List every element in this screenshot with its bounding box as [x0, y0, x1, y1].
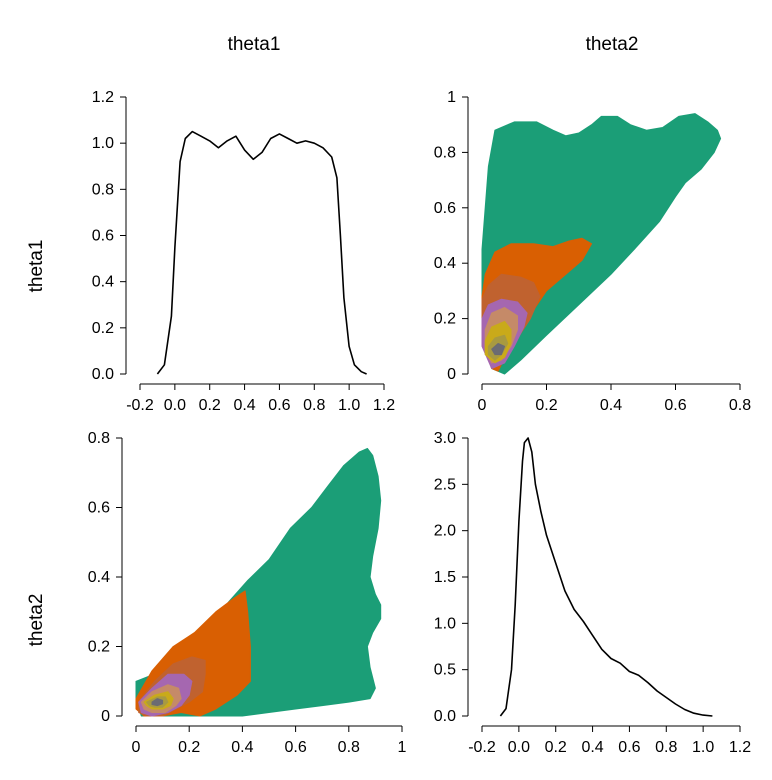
- row-title-theta2: theta2: [26, 594, 47, 647]
- x-tick-label: 0.6: [284, 739, 306, 756]
- x-tick-label: 1: [398, 739, 407, 756]
- y-tick-label: 0.2: [434, 311, 456, 328]
- y-tick-label: 0.0: [92, 366, 114, 383]
- y-tick-label: 0: [101, 708, 110, 725]
- y-tick-label: 2.0: [434, 523, 456, 540]
- row-title-theta1: theta1: [26, 240, 47, 293]
- x-tick-label: 0.4: [581, 739, 603, 756]
- density-curve: [499, 437, 713, 717]
- y-tick-label: 0.6: [88, 500, 110, 517]
- x-tick-label: 0.8: [303, 397, 325, 414]
- y-tick-label: 0.0: [434, 708, 456, 725]
- contour-level-8: [491, 343, 506, 356]
- x-tick-label: -0.2: [126, 397, 154, 414]
- y-tick-label: 0.8: [88, 430, 110, 447]
- x-tick-label: 0: [132, 739, 141, 756]
- x-tick-label: 0.8: [655, 739, 677, 756]
- x-tick-label: 0.2: [178, 739, 200, 756]
- y-tick-label: 0.4: [434, 255, 456, 272]
- y-tick-label: 0.6: [434, 200, 456, 217]
- x-tick-label: 0.8: [338, 739, 360, 756]
- x-tick-label: 0.6: [618, 739, 640, 756]
- x-tick-label: 0: [478, 397, 487, 414]
- theta1-vs-theta2-contour-panel: 0 0.2 0.4 0.6 0.8 1 0 0.2 0.4 0.6 0.8: [88, 430, 407, 756]
- y-tick-label: 1.0: [434, 615, 456, 632]
- y-tick-label: 1: [447, 89, 456, 106]
- y-tick-label: 0.4: [88, 569, 110, 586]
- theta2-density-panel: -0.2 0.0 0.2 0.4 0.6 0.8 1.0 1.2 0.0 0.5 1.0 1.5 2.0…: [434, 430, 751, 756]
- theta2-vs-theta1-contour-panel: 0 0.2 0.4 0.6 0.8 0 0.2 0.4 0.6 0.8 1: [434, 89, 751, 414]
- y-tick-label: 0.2: [92, 320, 114, 337]
- y-tick-label: 0.8: [92, 181, 114, 198]
- contour-level-1: [481, 113, 722, 375]
- x-tick-label: 0.2: [545, 739, 567, 756]
- y-tick-label: 1.0: [92, 135, 114, 152]
- y-tick-label: 2.5: [434, 476, 456, 493]
- y-tick-label: 0.4: [92, 274, 114, 291]
- x-tick-label: 0.0: [508, 739, 530, 756]
- x-tick-label: 0.2: [199, 397, 221, 414]
- y-tick-label: 0: [447, 366, 456, 383]
- x-tick-label: 0.6: [664, 397, 686, 414]
- x-tick-label: -0.2: [468, 739, 496, 756]
- x-tick-label: 0.4: [231, 739, 253, 756]
- column-title-theta1: theta1: [228, 34, 281, 55]
- x-tick-label: 1.2: [729, 739, 751, 756]
- theta1-density-panel: -0.2 0.0 0.2 0.4 0.6 0.8 1.0 1.2 0.0 0.2 0.4 0.6 0.8…: [92, 89, 395, 414]
- x-tick-label: 1.0: [692, 739, 714, 756]
- x-tick-label: 0.4: [600, 397, 622, 414]
- x-tick-label: 1.0: [338, 397, 360, 414]
- x-tick-label: 0.4: [233, 397, 255, 414]
- y-tick-label: 1.2: [92, 89, 114, 106]
- x-tick-label: 0.8: [729, 397, 751, 414]
- y-tick-label: 0.8: [434, 144, 456, 161]
- x-tick-label: 0.0: [164, 397, 186, 414]
- x-tick-label: 0.6: [268, 397, 290, 414]
- contour-level-8: [151, 698, 164, 707]
- density-curve: [156, 130, 367, 375]
- y-tick-label: 1.5: [434, 569, 456, 586]
- y-tick-label: 3.0: [434, 430, 456, 447]
- y-tick-label: 0.6: [92, 228, 114, 245]
- y-tick-label: 0.2: [88, 639, 110, 656]
- x-tick-label: 0.2: [535, 397, 557, 414]
- x-tick-label: 1.2: [373, 397, 395, 414]
- column-title-theta2: theta2: [586, 34, 639, 55]
- y-tick-label: 0.5: [434, 662, 456, 679]
